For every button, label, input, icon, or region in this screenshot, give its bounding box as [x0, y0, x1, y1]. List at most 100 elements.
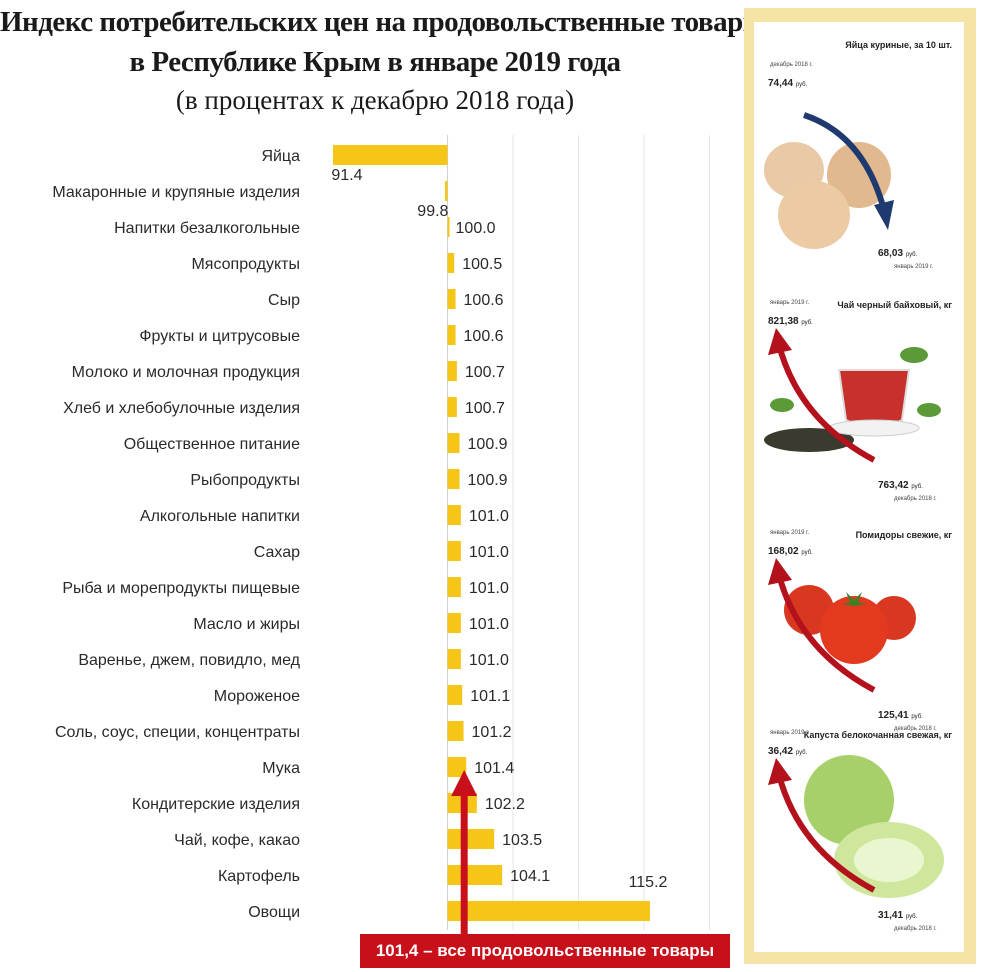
bar [447, 865, 503, 885]
value-label: 100.9 [468, 472, 508, 489]
value-label: 102.2 [485, 796, 525, 813]
start-price: 36,42 руб. [768, 746, 808, 757]
bar [447, 505, 461, 525]
price-unit: руб. [795, 82, 808, 88]
price-unit: руб. [911, 714, 923, 720]
category-label: Сахар [254, 544, 300, 561]
value-label: 101.1 [470, 688, 510, 705]
value-label: 100.6 [464, 292, 504, 309]
arrow-head [874, 200, 894, 230]
tea-leaf [900, 347, 928, 363]
product-name: Помидоры свежие, кг [855, 530, 952, 540]
bar [447, 397, 457, 417]
category-label: Макаронные и крупяные изделия [52, 184, 300, 201]
value-label: 100.0 [456, 220, 496, 237]
bar [447, 469, 460, 489]
category-label: Молоко и молочная продукция [72, 364, 300, 381]
value-label: 100.6 [464, 328, 504, 345]
category-label: Чай, кофе, какао [174, 832, 300, 849]
value-label: 101.0 [469, 652, 509, 669]
tomato-stem [842, 592, 866, 606]
value-label: 101.0 [469, 544, 509, 561]
bar [444, 181, 448, 201]
price-unit: руб. [911, 484, 923, 490]
bar [447, 253, 455, 273]
arrow-head [768, 758, 792, 785]
bar [333, 145, 448, 165]
start-date: январь 2019 г. [770, 730, 810, 736]
category-label: Алкогольные напитки [140, 508, 300, 525]
value-label: 100.5 [462, 256, 502, 273]
category-label: Картофель [218, 868, 300, 885]
bar [447, 217, 450, 237]
value-label: 101.0 [469, 580, 509, 597]
category-label: Напитки безалкогольные [114, 220, 300, 237]
price-arrow [776, 574, 876, 693]
bar [447, 901, 650, 921]
price-arrow [776, 774, 876, 893]
value-label: 91.4 [331, 167, 362, 184]
egg-shape [778, 181, 850, 249]
price-arrow [803, 112, 887, 211]
bar [447, 433, 460, 453]
bar [447, 685, 463, 705]
cabbage [804, 755, 894, 845]
end-price: 31,41 руб. [878, 910, 918, 921]
start-date: декабрь 2018 г. [770, 62, 813, 68]
tomatoes-image [768, 558, 916, 693]
arrow-head [768, 558, 792, 585]
category-label: Соль, соус, специи, концентраты [55, 724, 300, 741]
end-price: 68,03 руб. [878, 248, 918, 259]
category-label: Овощи [248, 904, 300, 921]
value-label: 100.7 [465, 400, 505, 417]
bar [447, 325, 456, 345]
category-label: Общественное питание [124, 436, 300, 453]
bar-chart: Яйца 91.4 Макаронные и крупяные изделия 99.… [52, 135, 711, 935]
tomato [820, 596, 888, 664]
product-card: Яйца куриные, за 10 шт. декабрь 2018 г. 74… [754, 40, 964, 270]
category-label: Рыбопродукты [190, 472, 300, 489]
chart-title: Индекс потребительских цен на продовольс… [0, 2, 765, 118]
value-label: 99.8 [417, 203, 448, 220]
category-label: Мороженое [214, 688, 300, 705]
start-price: 168,02 руб. [768, 546, 813, 557]
value-label: 101.0 [469, 508, 509, 525]
value-label: 100.7 [465, 364, 505, 381]
bar [447, 829, 495, 849]
start-date: январь 2019 г. [770, 530, 810, 536]
category-label: Хлеб и хлебобулочные изделия [63, 400, 300, 417]
category-label: Фрукты и цитрусовые [139, 328, 300, 345]
arrow-head [768, 328, 792, 355]
total-index-box: 101,4 – все продовольственные товары [360, 934, 730, 968]
category-label: Мясопродукты [191, 256, 300, 273]
value-label: 100.9 [468, 436, 508, 453]
value-label: 101.2 [472, 724, 512, 741]
cabbage-image [768, 755, 944, 898]
product-name: Чай черный байховый, кг [837, 300, 952, 310]
price-unit: руб. [905, 914, 918, 920]
bar [447, 577, 461, 597]
end-date: декабрь 2018 г. [894, 926, 937, 932]
tea-cup-image [764, 328, 941, 463]
end-price: 763,42 руб. [878, 480, 923, 491]
value-label: 101.4 [474, 760, 514, 777]
category-label: Варенье, джем, повидло, мед [78, 652, 300, 669]
tea-leaf [917, 403, 941, 417]
title-line-3: (в процентах к декабрю 2018 года) [175, 85, 575, 115]
value-label: 103.5 [502, 832, 542, 849]
start-price: 74,44 руб. [768, 78, 808, 89]
value-label: 101.0 [469, 616, 509, 633]
value-label: 104.1 [510, 868, 550, 885]
bar [447, 721, 464, 741]
bar [447, 757, 467, 777]
end-price: 125,41 руб. [878, 710, 923, 721]
bar [447, 361, 457, 381]
value-label: 115.2 [629, 874, 668, 891]
start-date: январь 2019 г. [770, 300, 810, 306]
end-date: январь 2019 г. [894, 264, 934, 270]
product-card: Капуста белокочанная свежая, кг январь 20… [754, 730, 964, 945]
title-line-2: в Республике Крым в январе 2019 года [129, 46, 621, 78]
price-unit: руб. [801, 320, 813, 326]
end-date: декабрь 2018 г. [894, 726, 937, 732]
eggs-image [764, 112, 894, 249]
